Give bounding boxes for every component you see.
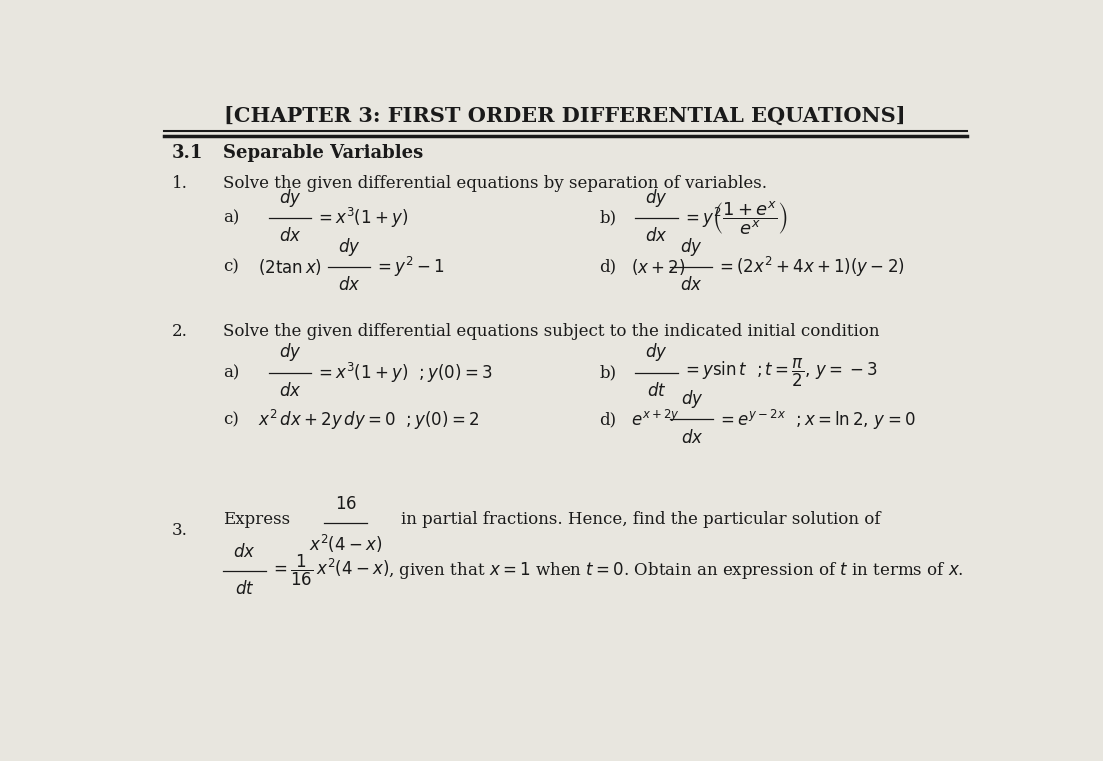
Text: $= y\sin t\ \ ;t=\dfrac{\pi}{2},\,y=-3$: $= y\sin t\ \ ;t=\dfrac{\pi}{2},\,y=-3$ [682, 356, 877, 389]
Text: $x^2(4-x)$: $x^2(4-x)$ [309, 533, 383, 556]
Text: Solve the given differential equations subject to the indicated initial conditio: Solve the given differential equations s… [223, 323, 880, 340]
Text: $dx$: $dx$ [645, 228, 668, 245]
Text: $dx$: $dx$ [279, 228, 301, 245]
Text: $dx$: $dx$ [338, 276, 361, 295]
Text: 1.: 1. [172, 175, 188, 193]
Text: $\left(\dfrac{1+e^x}{e^x}\right)$: $\left(\dfrac{1+e^x}{e^x}\right)$ [713, 199, 789, 237]
Text: 3.: 3. [172, 522, 188, 540]
Text: $e^{x+2y}$: $e^{x+2y}$ [631, 409, 679, 429]
Text: 3.1: 3.1 [172, 144, 203, 162]
Text: $dy$: $dy$ [645, 186, 668, 209]
Text: 2.: 2. [172, 323, 188, 340]
Text: c): c) [223, 411, 239, 428]
Text: Separable Variables: Separable Variables [223, 144, 424, 162]
Text: $dy$: $dy$ [679, 236, 703, 258]
Text: a): a) [223, 364, 239, 381]
Text: $dy$: $dy$ [338, 236, 361, 258]
Text: b): b) [600, 364, 617, 381]
Text: Solve the given differential equations by separation of variables.: Solve the given differential equations b… [223, 175, 768, 193]
Text: $x^2\,dx + 2y\,dy = 0\ \ ;y(0)=2$: $x^2\,dx + 2y\,dy = 0\ \ ;y(0)=2$ [257, 407, 479, 431]
Text: b): b) [600, 209, 617, 226]
Text: $= (2x^2+4x+1)(y-2)$: $= (2x^2+4x+1)(y-2)$ [716, 255, 904, 279]
Text: $dy$: $dy$ [279, 186, 301, 209]
Text: $(x+2)$: $(x+2)$ [631, 257, 685, 277]
Text: $= e^{y-2x}\ \ ;x=\ln 2,\,y=0$: $= e^{y-2x}\ \ ;x=\ln 2,\,y=0$ [717, 407, 915, 431]
Text: $= y^2$: $= y^2$ [682, 205, 721, 230]
Text: $(2\tan x)$: $(2\tan x)$ [257, 257, 321, 277]
Text: $= x^3(1+y)\ \ ;y(0)=3$: $= x^3(1+y)\ \ ;y(0)=3$ [314, 361, 492, 384]
Text: $dx$: $dx$ [681, 429, 703, 447]
Text: $dy$: $dy$ [645, 341, 668, 363]
Text: $dt$: $dt$ [647, 382, 666, 400]
Text: in partial fractions. Hence, find the particular solution of: in partial fractions. Hence, find the pa… [401, 511, 880, 527]
Text: d): d) [600, 411, 617, 428]
Text: $dy$: $dy$ [279, 341, 301, 363]
Text: $dx$: $dx$ [234, 543, 256, 562]
Text: $dx$: $dx$ [279, 382, 301, 400]
Text: $=\dfrac{1}{16}\,x^2(4-x)$: $=\dfrac{1}{16}\,x^2(4-x)$ [270, 553, 389, 588]
Text: c): c) [223, 259, 239, 275]
Text: $= y^2 - 1$: $= y^2 - 1$ [374, 255, 445, 279]
Text: $dt$: $dt$ [235, 580, 255, 598]
Text: [CHAPTER 3: FIRST ORDER DIFFERENTIAL EQUATIONS]: [CHAPTER 3: FIRST ORDER DIFFERENTIAL EQU… [225, 106, 906, 126]
Text: , given that $x=1$ when $t=0$. Obtain an expression of $t$ in terms of $x$.: , given that $x=1$ when $t=0$. Obtain an… [388, 560, 964, 581]
Text: $= x^3(1+y)$: $= x^3(1+y)$ [314, 205, 408, 230]
Text: a): a) [223, 209, 239, 226]
Text: $dx$: $dx$ [679, 276, 703, 295]
Text: $dy$: $dy$ [681, 388, 703, 410]
Text: d): d) [600, 259, 617, 275]
Text: Express: Express [223, 511, 290, 527]
Text: $16$: $16$ [334, 496, 356, 513]
